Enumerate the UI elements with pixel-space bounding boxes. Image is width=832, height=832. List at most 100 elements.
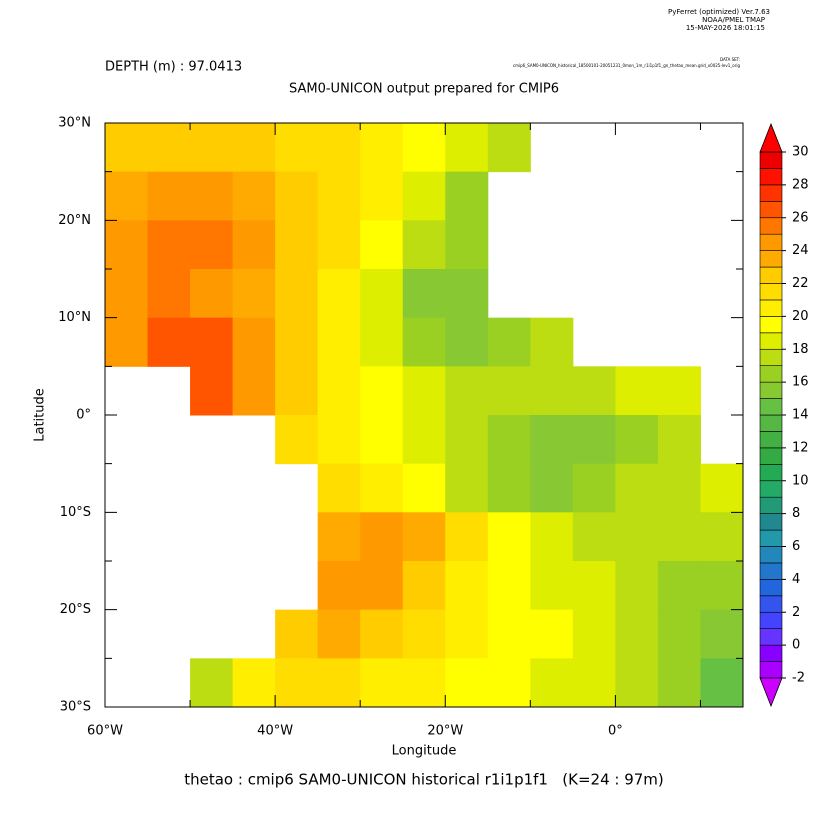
colorbar-band	[759, 661, 783, 679]
cell	[190, 220, 234, 270]
cell	[700, 609, 744, 659]
cell	[530, 415, 574, 465]
cell	[657, 658, 701, 708]
colorbar-band	[759, 250, 783, 268]
colorbar-label: 6	[792, 539, 800, 554]
colorbar-band	[759, 217, 783, 235]
cell	[275, 415, 319, 465]
colorbar-band	[759, 529, 783, 547]
cell	[402, 658, 446, 708]
colorbar-label: 12	[792, 440, 809, 455]
cell	[360, 171, 404, 221]
cell	[317, 609, 361, 659]
cell	[402, 269, 446, 319]
colorbar-label: 2	[792, 605, 800, 620]
y-tick-label: 10°S	[60, 505, 91, 520]
colorbar-band	[759, 398, 783, 416]
cell	[232, 220, 276, 270]
cell	[657, 463, 701, 513]
cell	[530, 561, 574, 611]
cell	[402, 366, 446, 416]
cell	[317, 415, 361, 465]
colorbar-band	[759, 431, 783, 449]
cell	[700, 561, 744, 611]
colorbar-band	[759, 299, 783, 317]
cell	[530, 366, 574, 416]
cell	[445, 561, 489, 611]
cell	[530, 512, 574, 562]
colorbar-label: 8	[792, 506, 800, 521]
cell	[402, 220, 446, 270]
cell	[530, 463, 574, 513]
cell	[232, 658, 276, 708]
cell	[360, 512, 404, 562]
cell	[700, 463, 744, 513]
colorbar-label: 24	[792, 243, 809, 258]
footer: thetao : cmip6 SAM0-UNICON historical r1…	[184, 771, 664, 789]
cell	[487, 123, 531, 173]
x-axis-label: Longitude	[392, 744, 457, 759]
cell	[700, 658, 744, 708]
x-tick-label: 0°	[608, 724, 623, 739]
cell	[360, 366, 404, 416]
depth-label: DEPTH (m) : 97.0413	[105, 60, 242, 75]
cell	[232, 269, 276, 319]
cell	[402, 171, 446, 221]
cell	[360, 415, 404, 465]
cell	[360, 463, 404, 513]
cell	[317, 463, 361, 513]
header-line: PyFerret (optimized) Ver.7.63	[668, 8, 770, 16]
cell	[572, 366, 616, 416]
cell	[275, 317, 319, 367]
colorbar-band	[759, 579, 783, 597]
colorbar-label: 14	[792, 408, 809, 423]
colorbar-label: -2	[792, 671, 805, 686]
cell	[317, 561, 361, 611]
colorbar-label: 22	[792, 276, 809, 291]
cell	[275, 269, 319, 319]
colorbar-band	[759, 447, 783, 465]
cell	[147, 171, 191, 221]
cell	[615, 463, 659, 513]
cell	[445, 366, 489, 416]
cell	[105, 123, 149, 173]
cell	[572, 463, 616, 513]
colorbar-band	[759, 644, 783, 662]
cell	[572, 609, 616, 659]
y-tick-label: 10°N	[58, 310, 91, 325]
cell	[445, 171, 489, 221]
cell	[275, 220, 319, 270]
cell	[445, 269, 489, 319]
colorbar-band	[759, 480, 783, 498]
cell	[232, 123, 276, 173]
cell	[317, 366, 361, 416]
x-tick-label: 40°W	[257, 724, 293, 739]
colorbar-band	[759, 266, 783, 284]
cell	[445, 609, 489, 659]
cell	[487, 317, 531, 367]
colorbar-over	[759, 122, 783, 153]
cell	[615, 366, 659, 416]
colorbar-band	[759, 628, 783, 646]
cell	[657, 366, 701, 416]
dataset-label: DATA SET:	[720, 57, 740, 62]
cell	[147, 123, 191, 173]
cell	[360, 609, 404, 659]
colorbar-band	[759, 414, 783, 432]
cell	[487, 366, 531, 416]
cell	[232, 171, 276, 221]
cell	[615, 561, 659, 611]
header-line: 15-MAY-2026 18:01:15	[686, 24, 765, 32]
cell	[275, 609, 319, 659]
cell	[657, 609, 701, 659]
y-tick-label: 20°N	[58, 213, 91, 228]
cell	[657, 512, 701, 562]
cell	[402, 463, 446, 513]
cell	[105, 171, 149, 221]
cell	[360, 123, 404, 173]
cell	[402, 317, 446, 367]
cell	[487, 658, 531, 708]
colorbar-band	[759, 168, 783, 186]
cell	[615, 658, 659, 708]
